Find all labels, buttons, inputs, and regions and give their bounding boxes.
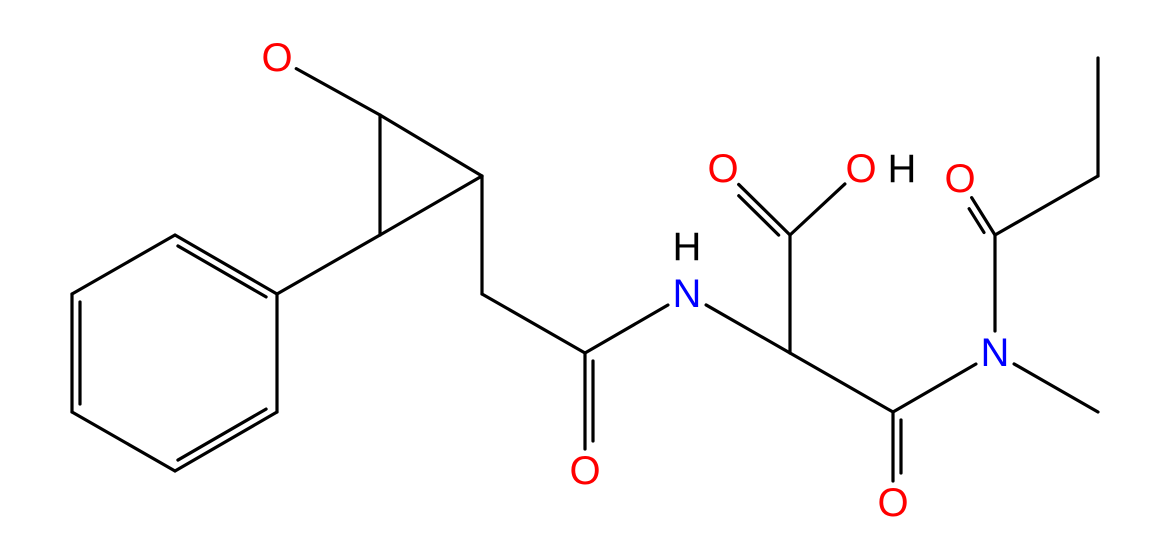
bond <box>893 364 976 412</box>
bond <box>296 69 380 115</box>
atom-O-label: O <box>944 157 975 201</box>
atom-N-label: N <box>981 331 1010 375</box>
molecule-diagram: { "canvas": { "width": 1159, "height": 5… <box>0 0 1159 540</box>
bond <box>72 412 175 471</box>
bond <box>72 235 175 294</box>
atom-O-label: O <box>845 147 876 191</box>
bond <box>482 294 585 353</box>
atom-O-label: O <box>261 36 292 80</box>
bond <box>790 184 845 235</box>
bond <box>380 115 482 176</box>
bond <box>790 353 893 412</box>
bond <box>277 235 380 294</box>
bond <box>995 176 1098 235</box>
atom-O-label: O <box>569 449 600 493</box>
bond <box>175 412 277 471</box>
bond <box>585 305 668 353</box>
bond <box>1014 364 1098 412</box>
bond <box>739 196 779 235</box>
atom-O-label: O <box>707 147 738 191</box>
bond <box>178 246 266 297</box>
atom-H-label: H <box>673 225 702 269</box>
bond <box>706 305 790 353</box>
atom-H-label: H <box>888 147 917 191</box>
molecule-svg: OONHOOHONO <box>0 0 1159 540</box>
bond <box>178 409 266 460</box>
bond <box>380 176 482 235</box>
bond <box>739 184 790 235</box>
atom-N-label: N <box>673 272 702 316</box>
atom-O-label: O <box>877 481 908 525</box>
bond <box>175 235 277 294</box>
